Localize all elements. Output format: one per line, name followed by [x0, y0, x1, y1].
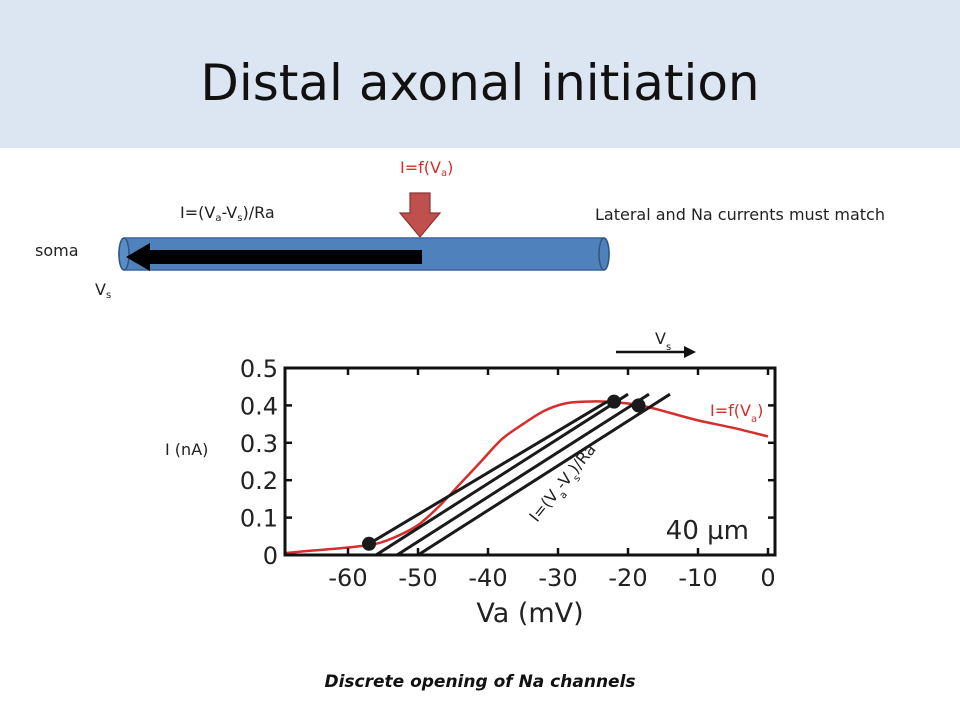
y-axis-label: I (nA) — [165, 440, 208, 459]
x-tick-label: -60 — [328, 564, 367, 592]
x-tick-label: -20 — [608, 564, 647, 592]
footer-caption: Discrete opening of Na channels — [324, 672, 636, 692]
y-tick-label: 0 — [263, 542, 278, 570]
vs-shift-label: Vs — [655, 329, 671, 353]
load-line-2 — [375, 392, 629, 555]
x-axis-label: Va (mV) — [476, 598, 583, 629]
y-tick-label: 0.2 — [240, 467, 278, 495]
axon-end-cap — [598, 237, 610, 271]
vs-label: Vs — [95, 280, 112, 301]
x-tick-label: -50 — [398, 564, 437, 592]
axon-start-cap — [118, 237, 130, 271]
y-tick-label: 0.1 — [240, 505, 278, 533]
load-line-1 — [368, 400, 608, 546]
na-current-label: I=f(Va) — [400, 158, 454, 179]
na-current-arrow — [398, 192, 442, 238]
x-tick-label: 0 — [760, 564, 775, 592]
intersection-point-2 — [607, 394, 621, 409]
curve-label: I=f(Va) — [710, 401, 763, 425]
lateral-current-arrow — [126, 243, 422, 271]
intersection-point-1 — [362, 536, 376, 551]
y-tick-label: 0.3 — [240, 430, 278, 458]
load-line-4 — [417, 392, 671, 555]
x-tick-label: -40 — [468, 564, 507, 592]
matching-note: Lateral and Na currents must match — [595, 205, 885, 224]
soma-label: soma — [35, 241, 79, 260]
x-tick-label: -30 — [538, 564, 577, 592]
y-tick-label: 0.4 — [240, 392, 278, 420]
plot-frame — [283, 366, 777, 557]
x-tick-label: -10 — [678, 564, 717, 592]
distance-annotation: 40 µm — [666, 516, 749, 546]
slide-title: Distal axonal initiation — [200, 54, 760, 112]
vs-shift-arrow-head — [684, 346, 696, 358]
na-current-curve — [285, 400, 769, 555]
y-tick-label: 0.5 — [240, 355, 278, 383]
load-line-3 — [396, 392, 650, 555]
lateral-current-label: I=(Va-Vs)/Ra — [180, 203, 275, 224]
title-bar — [0, 0, 960, 148]
intersection-point-3 — [631, 398, 646, 413]
